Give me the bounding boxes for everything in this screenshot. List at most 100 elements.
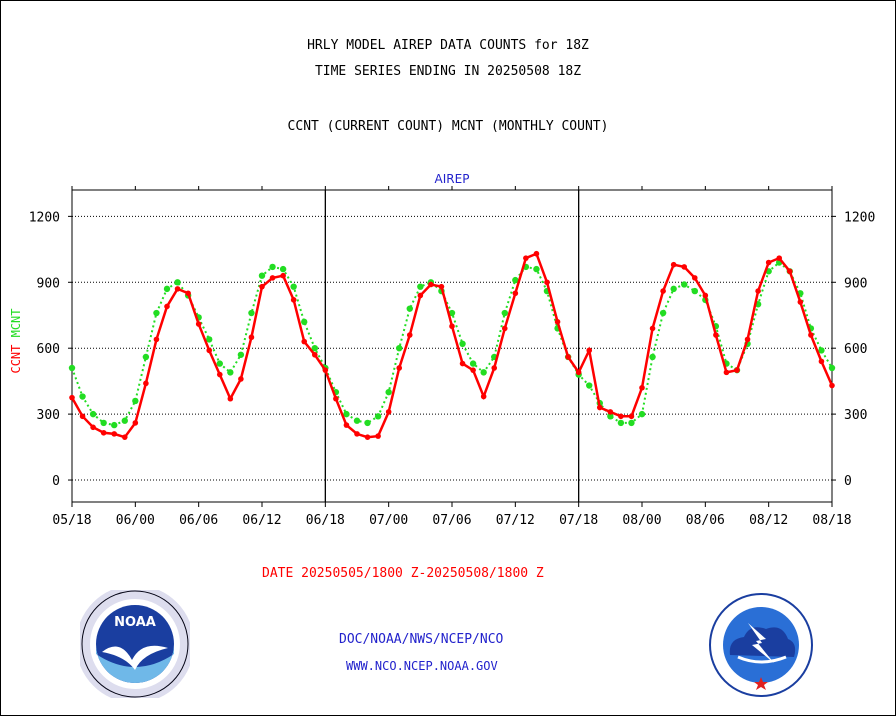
noaa-seal-icon: NOAA xyxy=(80,590,190,698)
date-range-label: DATE 20250505/1800 Z-20250508/1800 Z xyxy=(262,566,544,581)
data-point-mcnt xyxy=(586,382,593,389)
data-point-ccnt xyxy=(544,279,550,286)
data-point-ccnt xyxy=(375,433,381,439)
data-point-mcnt xyxy=(269,263,276,271)
data-point-mcnt xyxy=(343,410,350,418)
data-point-ccnt xyxy=(428,281,434,288)
x-tick-label: 07/12 xyxy=(496,513,535,528)
data-point-ccnt xyxy=(111,431,118,437)
data-point-ccnt xyxy=(449,323,455,330)
data-point-ccnt xyxy=(311,351,318,358)
data-point-ccnt xyxy=(491,365,498,371)
data-point-ccnt xyxy=(354,431,360,437)
x-tick-label: 07/18 xyxy=(559,513,598,528)
y-tick-label-right: 0 xyxy=(844,474,852,489)
data-point-mcnt xyxy=(659,309,667,317)
data-point-ccnt xyxy=(333,395,339,402)
data-point-ccnt xyxy=(100,429,107,436)
data-point-ccnt xyxy=(523,255,529,261)
chart-title: AIREP xyxy=(435,172,470,186)
x-tick-label: 06/06 xyxy=(179,513,218,528)
data-point-ccnt xyxy=(808,332,814,338)
data-point-mcnt xyxy=(638,410,646,418)
url-link[interactable]: WWW.NCO.NCEP.NOAA.GOV xyxy=(346,659,498,673)
data-point-mcnt xyxy=(279,265,287,273)
data-point-ccnt xyxy=(385,409,392,415)
data-point-ccnt xyxy=(470,367,476,373)
data-point-ccnt xyxy=(628,413,635,420)
data-point-ccnt xyxy=(269,275,276,281)
data-point-ccnt xyxy=(90,424,96,431)
data-point-ccnt xyxy=(829,382,835,389)
data-point-mcnt xyxy=(248,309,255,317)
data-point-ccnt xyxy=(607,409,614,415)
data-point-mcnt xyxy=(617,419,625,427)
data-point-ccnt xyxy=(121,434,128,440)
x-tick-label: 08/18 xyxy=(812,513,851,528)
data-point-mcnt xyxy=(417,283,424,290)
data-point-ccnt xyxy=(818,358,825,365)
data-point-mcnt xyxy=(818,347,825,354)
data-point-ccnt xyxy=(755,288,761,294)
data-point-mcnt xyxy=(290,283,297,290)
data-point-ccnt xyxy=(206,347,213,354)
x-tick-label: 08/12 xyxy=(749,513,788,528)
data-point-ccnt xyxy=(322,367,329,373)
data-point-ccnt xyxy=(744,336,751,343)
data-point-mcnt xyxy=(301,318,308,326)
data-point-mcnt xyxy=(480,369,487,376)
y-tick-label-right: 300 xyxy=(844,408,867,423)
x-tick-label: 06/12 xyxy=(242,513,281,528)
x-tick-label: 05/18 xyxy=(52,513,91,528)
data-point-ccnt xyxy=(565,354,571,360)
data-point-mcnt xyxy=(681,281,688,288)
data-point-mcnt xyxy=(512,276,519,284)
x-tick-label: 06/18 xyxy=(306,513,345,528)
data-point-mcnt xyxy=(227,369,234,376)
data-point-ccnt xyxy=(132,420,139,426)
data-point-ccnt xyxy=(596,404,603,411)
data-point-mcnt xyxy=(670,285,677,293)
data-point-ccnt xyxy=(575,369,582,376)
data-point-ccnt xyxy=(301,338,308,345)
y-axis-label-ccnt: CCNT xyxy=(9,337,23,373)
data-point-ccnt xyxy=(501,325,508,332)
data-point-mcnt xyxy=(628,419,635,427)
data-point-ccnt xyxy=(776,255,783,261)
data-point-ccnt xyxy=(164,303,170,310)
data-point-mcnt xyxy=(79,393,86,400)
y-tick-label-left: 300 xyxy=(37,408,60,423)
data-point-ccnt xyxy=(660,288,666,294)
data-point-ccnt xyxy=(533,250,540,257)
y-tick-label-right: 600 xyxy=(844,342,867,357)
y-axis-label-mcnt: MCNT xyxy=(9,308,23,337)
data-point-ccnt xyxy=(195,321,202,327)
data-point-ccnt xyxy=(174,286,181,292)
x-tick-label: 06/00 xyxy=(116,513,155,528)
data-point-mcnt xyxy=(691,287,698,295)
data-point-ccnt xyxy=(153,336,160,343)
data-point-ccnt xyxy=(670,261,677,268)
y-tick-label-left: 0 xyxy=(52,474,60,489)
data-point-mcnt xyxy=(469,360,477,367)
data-point-ccnt xyxy=(786,268,793,275)
data-point-ccnt xyxy=(586,347,593,354)
noaa-seal-text: NOAA xyxy=(114,615,156,630)
data-point-mcnt xyxy=(353,417,361,424)
data-point-ccnt xyxy=(79,413,86,420)
data-point-ccnt xyxy=(512,290,519,297)
data-point-ccnt xyxy=(248,334,255,341)
y-tick-label-right: 1200 xyxy=(844,210,875,225)
data-point-ccnt xyxy=(185,290,191,297)
data-point-ccnt xyxy=(290,297,297,303)
data-point-ccnt xyxy=(227,395,234,402)
data-point-ccnt xyxy=(406,332,413,338)
data-point-mcnt xyxy=(237,351,245,358)
data-point-ccnt xyxy=(364,434,371,440)
y-tick-label-left: 900 xyxy=(37,276,60,291)
x-tick-label: 08/00 xyxy=(622,513,661,528)
chart-title-line-2: TIME SERIES ENDING IN 20250508 18Z xyxy=(314,64,582,79)
data-point-ccnt xyxy=(691,275,698,281)
data-point-ccnt xyxy=(797,299,804,305)
